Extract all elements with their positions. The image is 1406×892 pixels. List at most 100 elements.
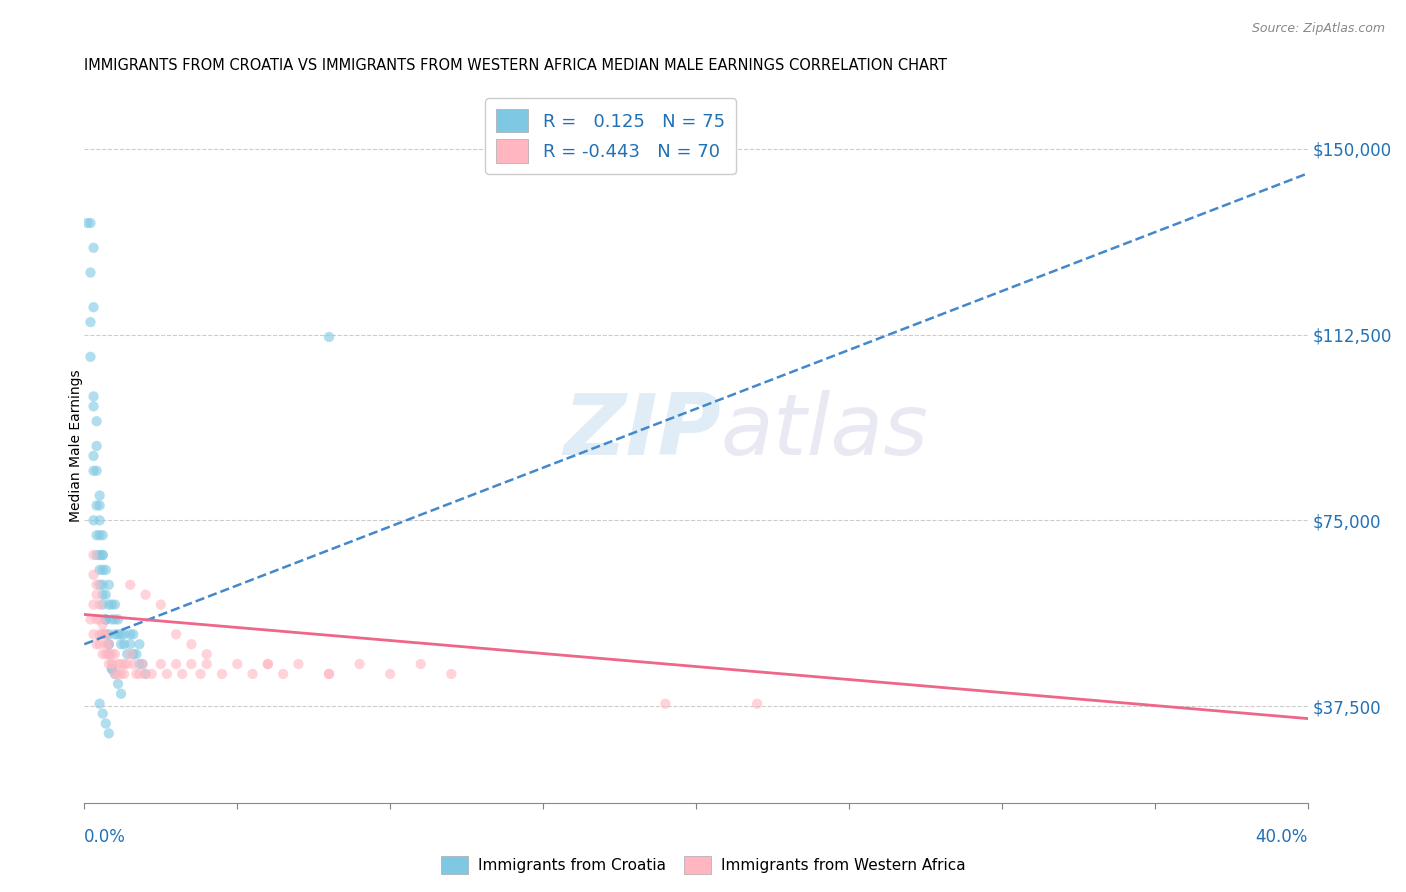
Point	[128, 657, 150, 671]
Point	[180, 657, 202, 671]
Point	[89, 548, 111, 562]
Point	[91, 548, 114, 562]
Point	[86, 612, 108, 626]
Point	[83, 241, 105, 255]
Point	[131, 657, 153, 671]
Point	[107, 667, 129, 681]
Point	[94, 563, 117, 577]
Point	[165, 627, 187, 641]
Point	[101, 647, 124, 661]
Point	[89, 612, 111, 626]
Legend: R =   0.125   N = 75, R = -0.443   N = 70: R = 0.125 N = 75, R = -0.443 N = 70	[485, 98, 735, 174]
Point	[94, 612, 117, 626]
Point	[86, 464, 108, 478]
Point	[91, 627, 114, 641]
Point	[112, 657, 135, 671]
Point	[89, 578, 111, 592]
Point	[91, 588, 114, 602]
Text: 40.0%: 40.0%	[1256, 829, 1308, 847]
Point	[122, 647, 145, 661]
Point	[440, 667, 463, 681]
Point	[149, 657, 172, 671]
Point	[94, 627, 117, 641]
Point	[91, 706, 114, 721]
Point	[86, 578, 108, 592]
Point	[226, 657, 249, 671]
Point	[257, 657, 280, 671]
Point	[107, 657, 129, 671]
Point	[94, 637, 117, 651]
Point	[89, 598, 111, 612]
Point	[91, 617, 114, 632]
Point	[318, 667, 340, 681]
Point	[110, 637, 132, 651]
Point	[97, 637, 120, 651]
Point	[112, 667, 135, 681]
Point	[89, 513, 111, 527]
Point	[86, 528, 108, 542]
Point	[101, 612, 124, 626]
Text: ZIP: ZIP	[562, 390, 720, 474]
Point	[94, 612, 117, 626]
Point	[86, 588, 108, 602]
Point	[101, 662, 124, 676]
Point	[104, 598, 127, 612]
Point	[91, 578, 114, 592]
Point	[101, 657, 124, 671]
Point	[91, 548, 114, 562]
Point	[271, 667, 294, 681]
Point	[83, 449, 105, 463]
Point	[120, 627, 142, 641]
Point	[349, 657, 371, 671]
Point	[79, 315, 101, 329]
Point	[97, 647, 120, 661]
Point	[115, 657, 138, 671]
Point	[156, 667, 179, 681]
Point	[110, 667, 132, 681]
Point	[318, 330, 340, 344]
Point	[89, 697, 111, 711]
Point	[318, 667, 340, 681]
Point	[101, 657, 124, 671]
Point	[83, 627, 105, 641]
Point	[76, 216, 98, 230]
Point	[115, 647, 138, 661]
Point	[86, 414, 108, 428]
Point	[86, 499, 108, 513]
Text: atlas: atlas	[720, 390, 928, 474]
Point	[89, 627, 111, 641]
Point	[101, 598, 124, 612]
Point	[190, 667, 212, 681]
Point	[104, 612, 127, 626]
Y-axis label: Median Male Earnings: Median Male Earnings	[69, 369, 83, 523]
Point	[654, 697, 676, 711]
Point	[257, 657, 280, 671]
Point	[107, 677, 129, 691]
Point	[120, 647, 142, 661]
Point	[747, 697, 769, 711]
Point	[112, 637, 135, 651]
Point	[125, 647, 148, 661]
Point	[110, 687, 132, 701]
Point	[83, 548, 105, 562]
Point	[89, 637, 111, 651]
Point	[94, 647, 117, 661]
Point	[101, 662, 124, 676]
Point	[91, 563, 114, 577]
Point	[122, 627, 145, 641]
Point	[79, 216, 101, 230]
Point	[120, 637, 142, 651]
Point	[128, 637, 150, 651]
Point	[242, 667, 264, 681]
Point	[128, 667, 150, 681]
Point	[131, 657, 153, 671]
Point	[91, 647, 114, 661]
Point	[135, 667, 157, 681]
Point	[141, 667, 163, 681]
Point	[97, 627, 120, 641]
Point	[110, 627, 132, 641]
Point	[83, 300, 105, 314]
Point	[91, 598, 114, 612]
Point	[91, 528, 114, 542]
Point	[94, 588, 117, 602]
